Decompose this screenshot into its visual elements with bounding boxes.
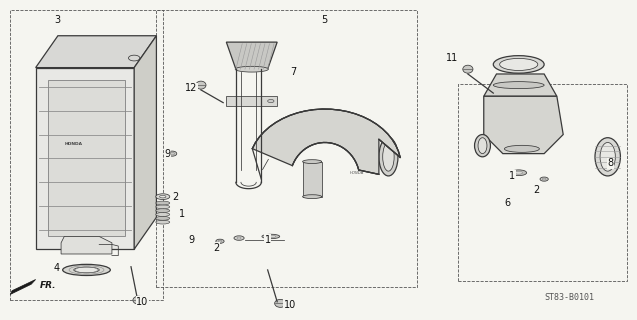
Polygon shape: [483, 74, 557, 96]
Ellipse shape: [160, 196, 166, 198]
Text: 2: 2: [533, 185, 540, 195]
Text: 10: 10: [136, 297, 148, 307]
Text: 8: 8: [608, 158, 614, 168]
Ellipse shape: [216, 239, 224, 243]
Ellipse shape: [74, 267, 99, 273]
Text: 4: 4: [54, 263, 60, 273]
Ellipse shape: [235, 66, 268, 72]
Ellipse shape: [493, 56, 544, 73]
Polygon shape: [303, 162, 322, 197]
Ellipse shape: [505, 145, 540, 152]
Ellipse shape: [303, 195, 322, 198]
Text: 6: 6: [505, 198, 511, 208]
Polygon shape: [61, 236, 112, 254]
Ellipse shape: [156, 209, 170, 212]
Ellipse shape: [463, 65, 473, 73]
Ellipse shape: [168, 151, 176, 156]
Text: 1: 1: [509, 171, 515, 181]
Ellipse shape: [499, 58, 538, 70]
Polygon shape: [10, 279, 36, 294]
Text: 12: 12: [185, 83, 197, 93]
Text: ST83-B0101: ST83-B0101: [544, 292, 594, 301]
Text: 1: 1: [264, 235, 271, 245]
Text: 1: 1: [178, 209, 185, 219]
Ellipse shape: [268, 100, 274, 103]
Text: HONDA: HONDA: [350, 171, 364, 175]
Text: 9: 9: [188, 235, 194, 245]
Ellipse shape: [156, 212, 170, 216]
Ellipse shape: [266, 235, 276, 238]
Ellipse shape: [493, 82, 544, 89]
Text: 10: 10: [283, 300, 296, 310]
Polygon shape: [36, 36, 157, 68]
Polygon shape: [36, 68, 134, 249]
Ellipse shape: [196, 81, 206, 89]
Text: HONDA: HONDA: [65, 142, 83, 146]
Ellipse shape: [234, 236, 244, 240]
Text: 11: 11: [446, 53, 458, 63]
Ellipse shape: [156, 216, 170, 220]
Ellipse shape: [262, 234, 280, 239]
Ellipse shape: [515, 171, 522, 174]
Ellipse shape: [383, 142, 394, 171]
Polygon shape: [226, 96, 277, 106]
Ellipse shape: [156, 205, 170, 209]
Ellipse shape: [156, 194, 170, 199]
Ellipse shape: [475, 134, 490, 157]
Ellipse shape: [156, 220, 170, 224]
Polygon shape: [483, 96, 563, 154]
Ellipse shape: [379, 138, 398, 176]
Ellipse shape: [303, 160, 322, 164]
Polygon shape: [134, 36, 157, 249]
Ellipse shape: [600, 142, 615, 171]
Ellipse shape: [511, 170, 527, 176]
Polygon shape: [252, 109, 400, 174]
Ellipse shape: [540, 177, 548, 181]
Text: 9: 9: [165, 148, 171, 159]
Ellipse shape: [275, 300, 286, 307]
Ellipse shape: [133, 296, 145, 304]
Ellipse shape: [156, 201, 170, 205]
Text: 5: 5: [322, 15, 328, 25]
Ellipse shape: [237, 237, 241, 239]
Ellipse shape: [595, 138, 620, 176]
Ellipse shape: [62, 264, 110, 276]
Text: 7: 7: [290, 68, 296, 77]
Text: 2: 2: [213, 243, 220, 252]
Polygon shape: [48, 80, 125, 236]
Text: FR.: FR.: [40, 281, 57, 290]
Text: 3: 3: [55, 15, 61, 25]
Text: 2: 2: [173, 192, 178, 202]
Polygon shape: [226, 42, 277, 69]
Ellipse shape: [478, 138, 487, 154]
